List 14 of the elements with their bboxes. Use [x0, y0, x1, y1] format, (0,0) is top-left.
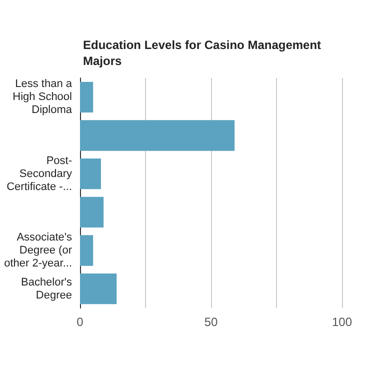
- y-tick-label: Post-Secondary Certificate -...: [6, 154, 72, 193]
- x-tick-label: 0: [76, 315, 84, 329]
- x-tick-label: 100: [332, 315, 352, 329]
- chart-title: Education Levels for Casino Management Majors: [83, 38, 322, 68]
- y-tick-label: Less than a High School Diploma: [12, 78, 73, 116]
- x-tick-label: 50: [204, 315, 218, 329]
- bar: [80, 196, 104, 228]
- y-tick-label: Bachelor's Degree: [20, 276, 72, 302]
- bar: [80, 158, 101, 190]
- y-tick-label: Associate's Degree (or other 2-year...: [4, 232, 72, 270]
- bar: [80, 235, 94, 266]
- bar: [80, 274, 117, 304]
- bar: [80, 120, 235, 151]
- bar: [80, 82, 94, 112]
